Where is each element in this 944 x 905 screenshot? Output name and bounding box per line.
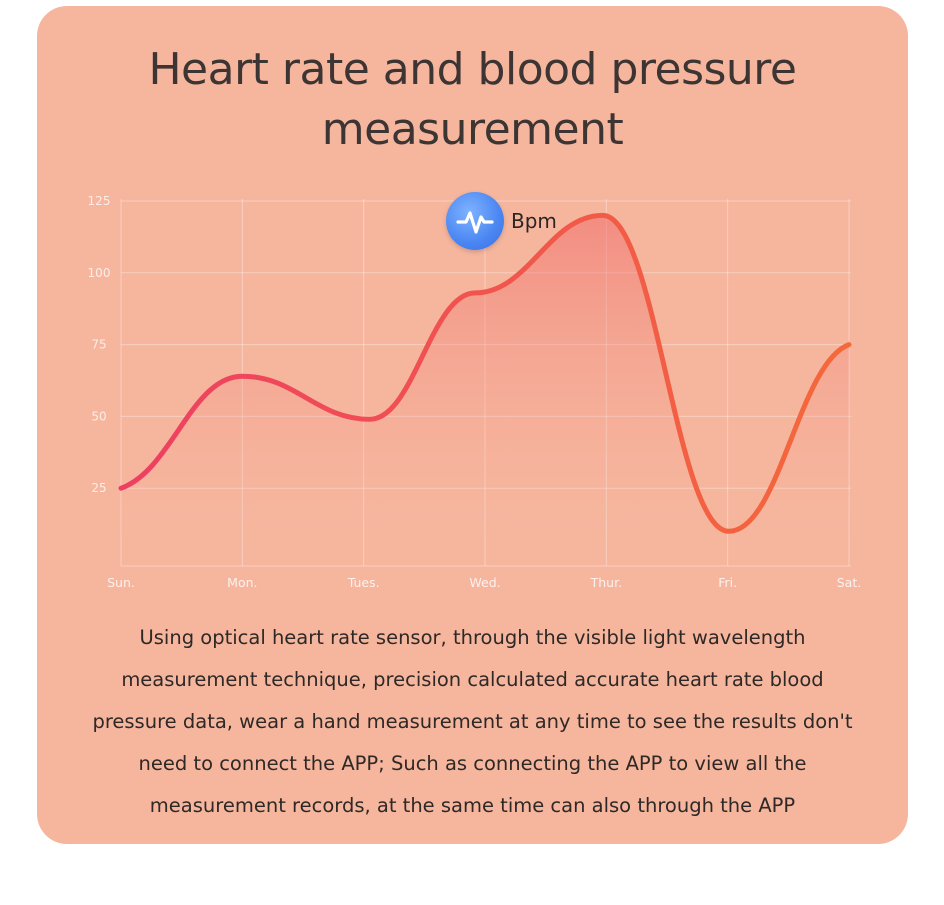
y-tick-label: 125 xyxy=(88,194,111,208)
feature-card: Heart rate and blood pressure measuremen… xyxy=(37,6,908,844)
x-tick-label: Sun. xyxy=(107,575,135,590)
bpm-label: Bpm xyxy=(511,209,557,233)
series-line-bpm xyxy=(118,212,852,534)
y-tick-label: 50 xyxy=(91,409,106,423)
heart-rate-chart: 25 50 75 100 125 Sun. Mon. Tues. Wed. Thur. Fri. Sa… xyxy=(88,194,862,590)
series-area-bpm xyxy=(121,215,849,567)
x-tick-label: Thur. xyxy=(590,575,622,590)
x-tick-label: Wed. xyxy=(469,575,500,590)
y-tick-label: 75 xyxy=(91,338,106,352)
description-text: Using optical heart rate sensor, through… xyxy=(92,626,853,817)
x-tick-label: Fri. xyxy=(718,575,737,590)
x-tick-label: Mon. xyxy=(227,575,257,590)
heartbeat-pulse-icon xyxy=(446,192,504,250)
y-tick-label: 100 xyxy=(88,266,111,280)
page-title: Heart rate and blood pressure measuremen… xyxy=(37,40,908,160)
title-line-1: Heart rate and blood pressure xyxy=(148,44,797,95)
x-tick-label: Sat. xyxy=(837,575,861,590)
x-tick-label: Tues. xyxy=(347,575,380,590)
title-line-2: measurement xyxy=(321,104,624,155)
y-tick-label: 25 xyxy=(91,481,106,495)
